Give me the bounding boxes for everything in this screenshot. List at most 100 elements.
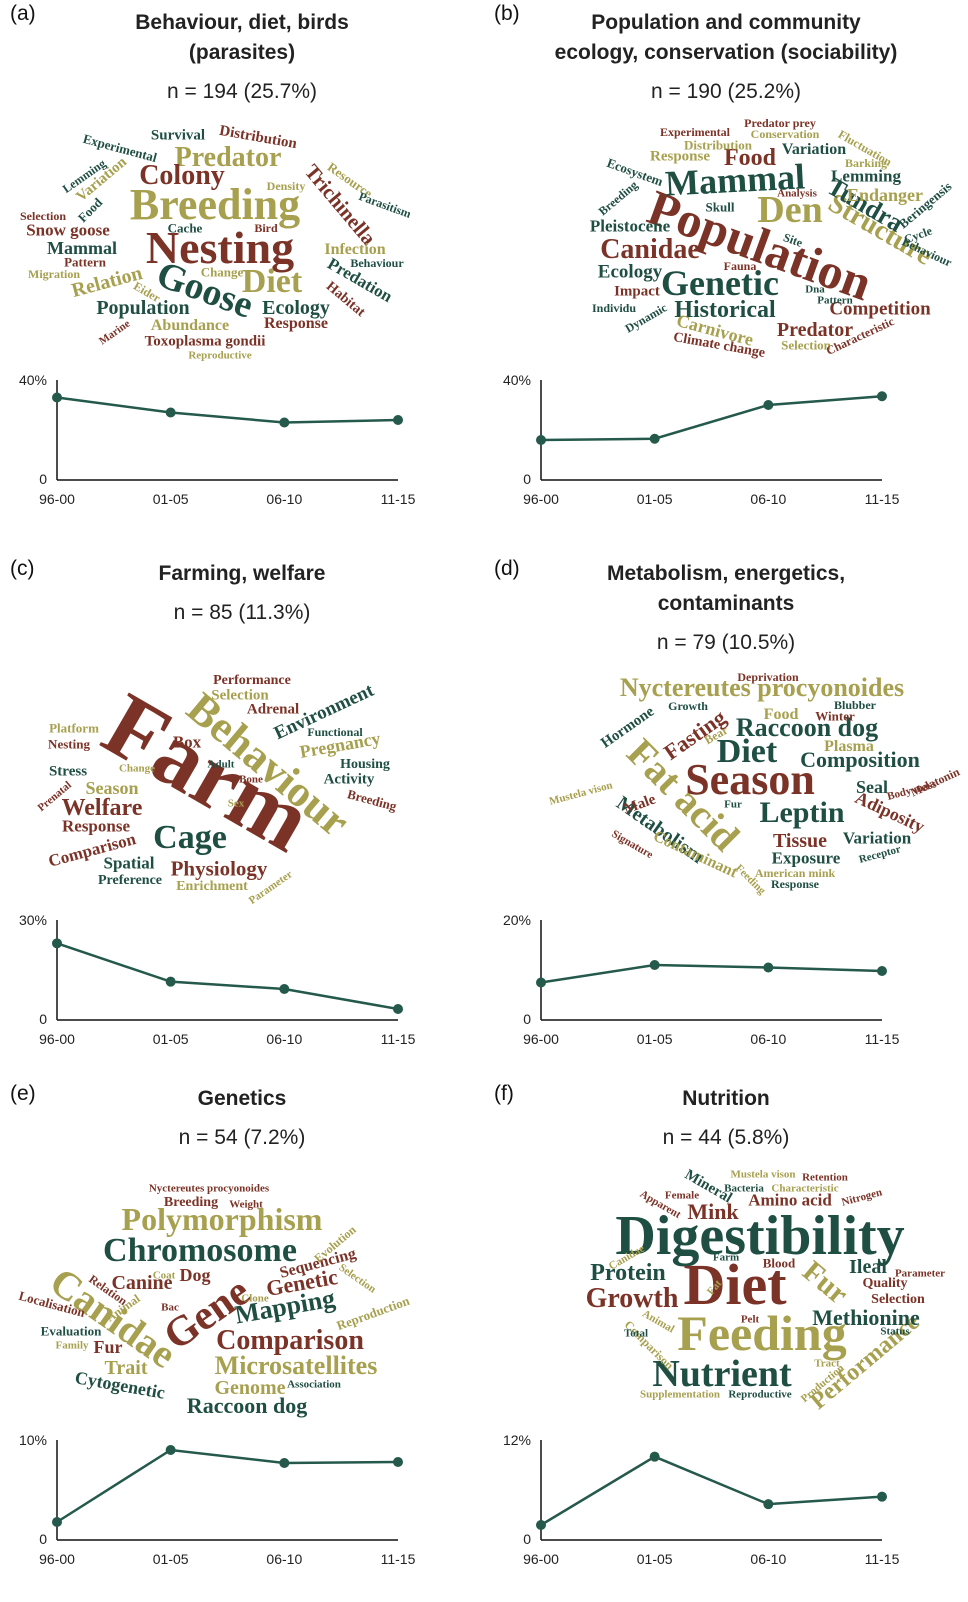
cloud-word: Methionine (812, 1305, 920, 1330)
cloud-word: Growth (668, 699, 708, 713)
cloud-word: Season (85, 778, 139, 798)
cloud-word: Response (649, 148, 711, 165)
cloud-word: Infection (324, 241, 386, 258)
cloud-word: Predator (174, 142, 282, 173)
data-point (393, 1004, 403, 1014)
data-point (763, 962, 774, 973)
cloud-word: Pleistocene (589, 216, 671, 236)
word-cloud: Population Genetic Mammal Den Structure Canid… (484, 0, 968, 522)
trend-chart: 12% 0 96-00 01-05 06-10 11-15 (484, 1430, 968, 1590)
cloud-word: Evaluation (40, 1323, 102, 1339)
cloud-word: Dog (179, 1265, 211, 1285)
data-point (536, 435, 546, 445)
cloud-word: Den (757, 189, 823, 231)
cloud-word: Blubber (833, 698, 877, 712)
cloud-word: Nyctereutes procyonoides (148, 1182, 270, 1195)
cloud-word: Tissue (772, 830, 828, 852)
panel-title: Metabolism, energetics, (606, 562, 846, 585)
cloud-word: Density (266, 179, 306, 193)
cloud-word: Tract (814, 1357, 840, 1370)
panel-count: n = 54 (7.2%) (178, 1126, 306, 1149)
cloud-word: Lemming (831, 166, 901, 186)
word-cloud: Digestibility Feeding Diet Nutrient Growth Pr… (484, 1080, 968, 1602)
cloud-word: Survival (150, 127, 206, 144)
trend-svg: 30% 0 96-00 01-05 06-10 11-15 (19, 912, 416, 1047)
cloud-word: Response (263, 315, 329, 332)
cloud-word: Retention (802, 1171, 848, 1184)
cloud-word: Response (61, 816, 131, 836)
cloud-word: Toxoplasma gondii (144, 333, 266, 350)
x-tick-label: 01-05 (637, 1031, 673, 1047)
cloud-word: Activity (323, 771, 375, 788)
data-point (279, 984, 290, 994)
cloud-word: Mink (687, 1199, 739, 1224)
cloud-word: Enrichment (176, 879, 248, 894)
data-point (763, 1499, 774, 1510)
cloud-word: Supplementation (639, 1388, 721, 1401)
cloud-word: Selection (211, 687, 269, 704)
cloud-word: Adrenal (246, 701, 300, 718)
cloud-word: Season (685, 755, 815, 804)
cloud-word: Migration (28, 267, 80, 281)
panel-count: n = 194 (25.7%) (166, 80, 317, 103)
cloud-word: Nesting (48, 736, 90, 752)
cloud-word: Reproduction (334, 1292, 412, 1334)
cloud-word: Raccoon dog (186, 1393, 308, 1418)
x-tick-label: 11-15 (381, 1031, 416, 1047)
cloud-word: Snow goose (26, 220, 110, 240)
data-point (649, 960, 660, 970)
cloud-word: Reproductive (728, 1388, 792, 1401)
y-tick-label: 0 (39, 1011, 47, 1027)
cloud-word: Skull (705, 199, 735, 215)
cloud-word: Colony (139, 160, 225, 191)
data-point (877, 1491, 887, 1502)
cloud-word: Dna (805, 283, 825, 296)
x-tick-label: 01-05 (153, 491, 189, 507)
trend-svg: 12% 0 96-00 01-05 06-10 11-15 (503, 1432, 900, 1567)
cloud-word: Distribution (684, 137, 752, 153)
cloud-word: Ecology (262, 297, 330, 319)
trend-chart: 40% 0 96-00 01-05 06-10 11-15 (484, 370, 968, 530)
cloud-word: Breeding (163, 1195, 219, 1210)
y-tick-label: 12% (503, 1432, 531, 1448)
panel-d: (d) Metabolism, energetics, contaminants n … (484, 555, 968, 1077)
data-point (877, 966, 887, 976)
cloud-word: Box (172, 732, 202, 752)
cloud-word: Selection (20, 209, 66, 223)
cloud-word: Conservation (750, 127, 820, 141)
cloud-word: Welfare (61, 795, 143, 821)
x-tick-label: 96-00 (39, 491, 75, 507)
cloud-word: Leptin (759, 796, 845, 829)
data-point (165, 1445, 176, 1455)
cloud-word: Barking (844, 156, 888, 170)
cloud-word: Bone (239, 773, 263, 786)
panel-title: Nutrition (682, 1087, 770, 1110)
panel-label: (e) (10, 1082, 36, 1105)
x-tick-label: 06-10 (750, 1031, 786, 1047)
cloud-word: Polymorphism (121, 1201, 323, 1237)
cloud-word: Growth (585, 1283, 679, 1314)
x-tick-label: 01-05 (637, 1551, 673, 1567)
x-tick-label: 96-00 (523, 491, 559, 507)
trend-chart: 20% 0 96-00 01-05 06-10 11-15 (484, 910, 968, 1070)
data-point (393, 1457, 403, 1467)
cloud-word: Change (118, 762, 156, 775)
y-tick-label: 0 (39, 1531, 47, 1547)
cloud-word: Population (96, 297, 190, 319)
cloud-word: Female (664, 1189, 700, 1202)
x-tick-label: 11-15 (865, 491, 900, 507)
cloud-word: Bacteria (724, 1182, 764, 1195)
panel-label: (b) (494, 2, 520, 25)
data-point (279, 1458, 290, 1468)
cloud-word: Diet (241, 263, 303, 300)
panel-label: (c) (10, 557, 35, 580)
cloud-word: Individu (591, 301, 637, 315)
series-line (56, 396, 399, 424)
data-point (52, 1517, 62, 1527)
cloud-word: Housing (340, 757, 390, 772)
cloud-word: Trait (104, 1357, 148, 1379)
cloud-word: Fauna (723, 259, 757, 273)
cloud-word: Deprivation (737, 670, 799, 684)
series-line (540, 1455, 883, 1527)
panel-count: n = 44 (5.8%) (662, 1126, 790, 1149)
